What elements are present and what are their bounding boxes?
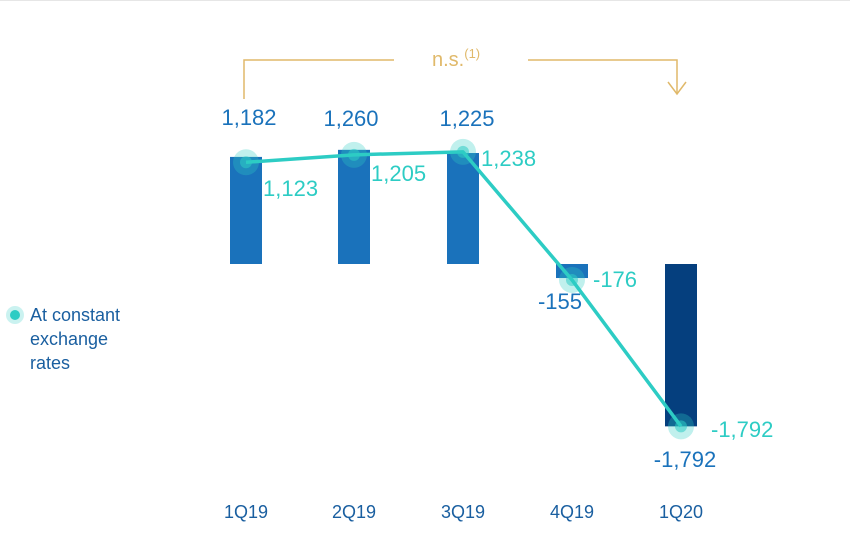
annotation-main-text: n.s. (432, 49, 464, 71)
x-tick-label: 2Q19 (332, 502, 376, 522)
bar (338, 149, 370, 264)
current-value-label: -1,792 (654, 447, 716, 472)
constant-value-label: 1,205 (371, 161, 426, 186)
annotation-bracket-right (528, 59, 678, 94)
bar (447, 153, 479, 264)
current-value-label: 1,182 (221, 105, 276, 130)
data-point (457, 145, 469, 158)
annotation-arrow-icon (667, 81, 687, 96)
legend: At constant exchange rates (8, 303, 150, 375)
bar (230, 156, 262, 264)
data-labels: 1,182 1,260 1,225 -155 -1,792 1,123 1,205 1,238… (221, 105, 773, 472)
constant-value-label: 1,123 (263, 176, 318, 201)
constant-value-label: 1,238 (481, 146, 536, 171)
legend-marker (10, 310, 20, 320)
legend-label: At constant exchange rates (30, 305, 121, 373)
current-value-label: 1,225 (439, 106, 494, 131)
x-tick-label: 3Q19 (441, 502, 485, 522)
constant-value-label: -1,792 (711, 417, 773, 442)
x-tick-label: 1Q20 (659, 502, 703, 522)
current-value-label: 1,260 (323, 106, 378, 131)
annotation-superscript: (1) (464, 46, 480, 61)
data-point (675, 420, 687, 433)
annotation-text: n.s.(1) (432, 46, 480, 71)
data-point (240, 156, 252, 169)
top-divider (0, 0, 850, 1)
data-point (348, 148, 360, 161)
current-value-label: -155 (538, 289, 582, 314)
x-axis-labels: 1Q19 2Q19 3Q19 4Q19 1Q20 (224, 502, 703, 522)
bar (665, 264, 697, 427)
constant-value-label: -176 (593, 267, 637, 292)
bar-series (230, 149, 697, 427)
annotation-bracket-left (243, 59, 394, 99)
x-tick-label: 4Q19 (550, 502, 594, 522)
data-point (566, 273, 578, 286)
x-tick-label: 1Q19 (224, 502, 268, 522)
trend-annotation: n.s.(1) (243, 46, 687, 99)
line-series (233, 138, 694, 440)
bar (556, 264, 588, 279)
